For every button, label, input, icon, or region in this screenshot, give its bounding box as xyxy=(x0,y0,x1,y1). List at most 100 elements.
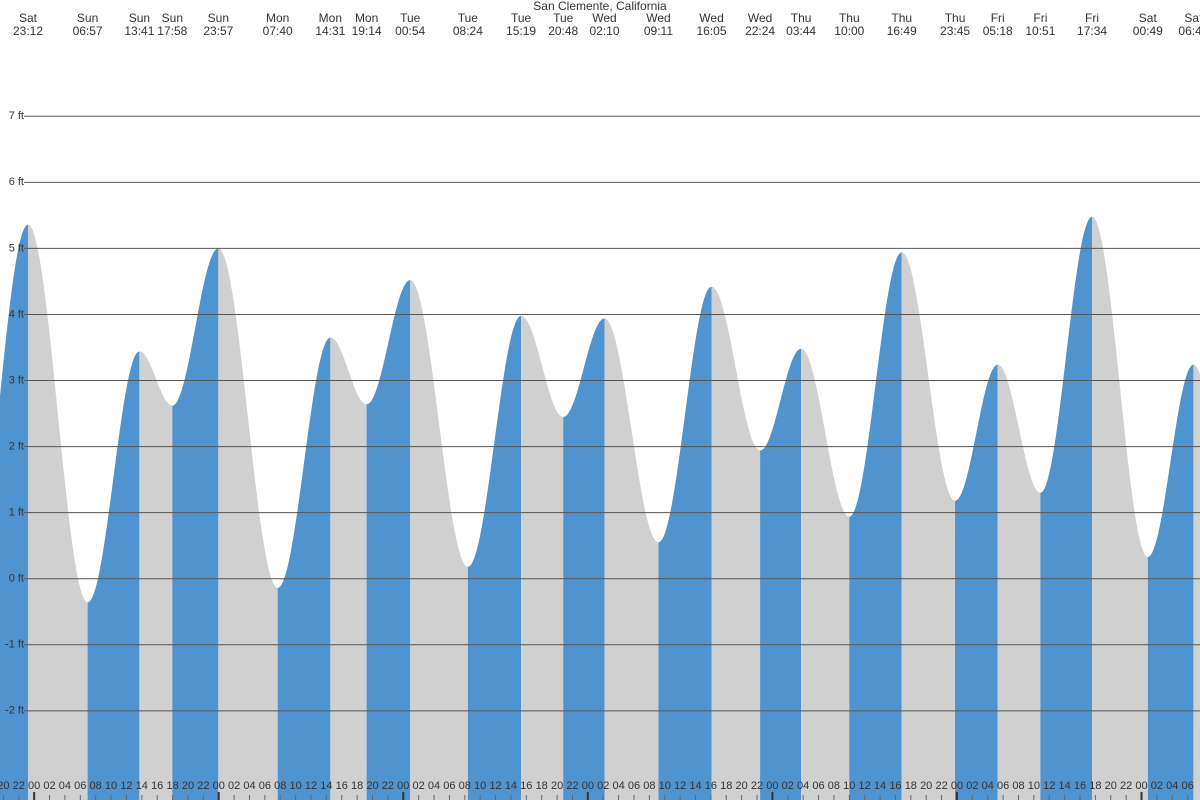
tide-segment xyxy=(330,337,367,800)
x-tick-label: 20 xyxy=(1105,780,1117,792)
extreme-day: Sat xyxy=(1184,11,1200,25)
extreme-day: Fri xyxy=(1033,11,1047,25)
extreme-time: 17:34 xyxy=(1077,24,1107,38)
x-tick-label: 12 xyxy=(859,780,871,792)
x-tick-label: 22 xyxy=(566,780,578,792)
x-tick-label: 10 xyxy=(1028,780,1040,792)
extreme-day: Tue xyxy=(511,11,532,25)
x-tick-label: 12 xyxy=(1043,780,1055,792)
tide-segment xyxy=(366,280,411,800)
x-tick-label: 18 xyxy=(536,780,548,792)
extreme-day: Thu xyxy=(945,11,966,25)
extreme-day: Wed xyxy=(748,11,772,25)
extreme-time: 19:14 xyxy=(352,24,382,38)
x-tick-label: 20 xyxy=(182,780,194,792)
y-tick-label: 2 ft xyxy=(9,440,24,452)
extreme-time: 23:45 xyxy=(940,24,970,38)
x-tick-label: 06 xyxy=(259,780,271,792)
x-tick-label: 00 xyxy=(582,780,594,792)
x-tick-label: 06 xyxy=(628,780,640,792)
y-tick-label: 4 ft xyxy=(9,308,24,320)
extreme-time: 05:18 xyxy=(983,24,1013,38)
extreme-day: Wed xyxy=(646,11,670,25)
extreme-day: Mon xyxy=(266,11,289,25)
extreme-day: Tue xyxy=(458,11,479,25)
x-tick-label: 06 xyxy=(443,780,455,792)
tide-segment xyxy=(139,351,173,800)
x-tick-label: 18 xyxy=(1089,780,1101,792)
x-tick-label: 14 xyxy=(874,780,886,792)
x-tick-label: 12 xyxy=(489,780,501,792)
x-tick-label: 16 xyxy=(336,780,348,792)
extreme-day: Thu xyxy=(891,11,912,25)
x-tick-label: 08 xyxy=(90,780,102,792)
tide-segment xyxy=(172,248,219,800)
extreme-time: 06:45 xyxy=(1178,24,1200,38)
extreme-time: 10:00 xyxy=(834,24,864,38)
x-tick-label: 12 xyxy=(120,780,132,792)
x-tick-label: 16 xyxy=(151,780,163,792)
extreme-time: 00:49 xyxy=(1133,24,1163,38)
extreme-time: 09:11 xyxy=(644,24,673,38)
extreme-time: 15:19 xyxy=(506,24,536,38)
x-tick-label: 02 xyxy=(228,780,240,792)
extreme-time: 22:24 xyxy=(745,24,775,38)
x-tick-label: 00 xyxy=(1135,780,1147,792)
x-tick-label: 04 xyxy=(612,780,624,792)
extreme-day: Sun xyxy=(208,11,229,25)
extreme-day: Sat xyxy=(1139,11,1158,25)
tide-segment xyxy=(955,364,998,800)
tide-segment xyxy=(1040,216,1093,800)
x-tick-label: 04 xyxy=(59,780,71,792)
tide-segment xyxy=(277,337,331,800)
x-tick-label: 06 xyxy=(997,780,1009,792)
x-tick-label: 18 xyxy=(166,780,178,792)
extreme-time: 16:05 xyxy=(697,24,727,38)
x-tick-label: 14 xyxy=(1058,780,1070,792)
extreme-day: Thu xyxy=(839,11,860,25)
x-tick-label: 14 xyxy=(689,780,701,792)
x-tick-label: 16 xyxy=(1074,780,1086,792)
x-tick-label: 04 xyxy=(428,780,440,792)
extreme-time: 02:10 xyxy=(589,24,619,38)
tide-segment xyxy=(87,351,140,800)
extreme-day: Sat xyxy=(19,11,38,25)
x-tick-label: 08 xyxy=(1012,780,1024,792)
x-tick-label: 08 xyxy=(274,780,286,792)
extreme-time: 06:57 xyxy=(73,24,103,38)
x-tick-label: 14 xyxy=(320,780,332,792)
x-tick-label: 08 xyxy=(643,780,655,792)
x-tick-label: 18 xyxy=(351,780,363,792)
y-tick-label: 5 ft xyxy=(9,242,24,254)
tide-segment xyxy=(218,248,278,800)
x-tick-label: 02 xyxy=(597,780,609,792)
extreme-time: 20:48 xyxy=(548,24,578,38)
tide-segment xyxy=(849,252,902,800)
x-tick-label: 04 xyxy=(1166,780,1178,792)
chart-title: San Clemente, California xyxy=(533,0,667,13)
extreme-time: 13:41 xyxy=(124,24,154,38)
x-tick-label: 08 xyxy=(459,780,471,792)
x-tick-label: 22 xyxy=(751,780,763,792)
extreme-day: Sun xyxy=(162,11,183,25)
tide-segment xyxy=(901,252,956,800)
extreme-day: Wed xyxy=(592,11,616,25)
x-tick-label: 10 xyxy=(474,780,486,792)
x-tick-label: 18 xyxy=(720,780,732,792)
extreme-time: 23:12 xyxy=(13,24,43,38)
extreme-day: Tue xyxy=(400,11,421,25)
y-tick-label: -1 ft xyxy=(5,639,24,651)
extreme-time: 00:54 xyxy=(395,24,425,38)
x-tick-label: 20 xyxy=(366,780,378,792)
extreme-day: Tue xyxy=(553,11,574,25)
tide-segment xyxy=(563,318,605,800)
tide-segment xyxy=(658,286,712,800)
y-tick-label: 3 ft xyxy=(9,374,24,386)
extreme-time: 03:44 xyxy=(786,24,816,38)
y-tick-label: 6 ft xyxy=(9,176,24,188)
extreme-day: Wed xyxy=(699,11,723,25)
x-tick-label: 16 xyxy=(520,780,532,792)
x-tick-label: 18 xyxy=(905,780,917,792)
tide-segment xyxy=(467,315,522,800)
extreme-time: 10:51 xyxy=(1025,24,1055,38)
